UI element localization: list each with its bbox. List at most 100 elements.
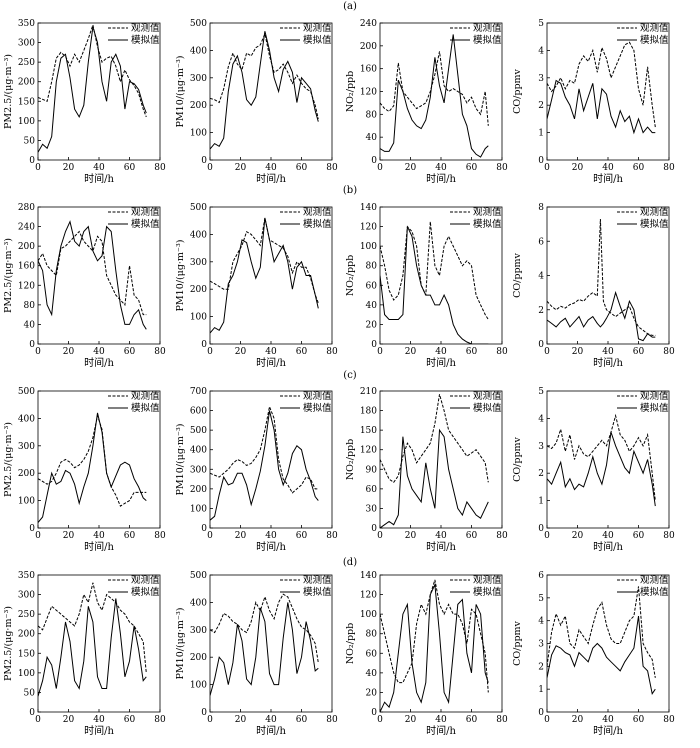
y-axis-label: NO₂/ppb	[345, 439, 356, 480]
x-tick-label: 60	[633, 347, 645, 357]
x-tick-label: 40	[435, 715, 447, 725]
y-axis-label: PM2.5/(μg·m⁻³)	[3, 54, 14, 129]
chart-panel: 0 20 40 60 80 0 100 200 300 400 500 600 700 时间/h PM10/…	[175, 387, 338, 553]
y-tick-label: 0	[371, 708, 377, 718]
series-line-observed	[38, 23, 147, 118]
legend-label-simulated: 模拟值	[640, 402, 669, 414]
y-tick-label: 500	[190, 203, 207, 213]
y-tick-label: 140	[360, 571, 377, 581]
y-tick-label: 80	[366, 110, 378, 120]
y-tick-label: 0	[201, 524, 207, 534]
x-tick-label: 40	[435, 531, 447, 541]
y-tick-label: 200	[18, 469, 35, 479]
y-axis-label: PM10/(μg·m⁻³)	[175, 608, 186, 680]
x-axis-label: 时间/h	[426, 172, 456, 185]
legend-label-simulated: 模拟值	[131, 218, 160, 230]
x-tick-label: 0	[544, 347, 550, 357]
y-tick-label: 300	[190, 465, 207, 475]
y-tick-label: 200	[190, 653, 207, 663]
y-tick-label: 30	[366, 504, 378, 514]
x-tick-label: 20	[235, 715, 247, 725]
y-tick-label: 2	[538, 662, 544, 672]
y-tick-label: 150	[18, 97, 35, 107]
y-tick-label: 400	[190, 446, 207, 456]
x-tick-label: 80	[326, 163, 338, 173]
y-tick-label: 180	[360, 407, 377, 417]
y-tick-label: 6	[538, 237, 544, 247]
series-line-simulated	[547, 431, 656, 507]
x-tick-label: 40	[93, 347, 105, 357]
y-axis-label: PM2.5/(μg·m⁻³)	[3, 238, 14, 313]
x-tick-label: 0	[207, 163, 213, 173]
y-tick-label: 1	[538, 497, 544, 507]
x-tick-label: 60	[466, 715, 478, 725]
y-tick-label: 120	[18, 281, 35, 291]
x-tick-label: 0	[544, 163, 550, 173]
x-tick-label: 60	[633, 163, 645, 173]
y-tick-label: 0	[201, 708, 207, 718]
x-tick-label: 60	[633, 715, 645, 725]
x-tick-label: 40	[435, 347, 447, 357]
x-tick-label: 40	[265, 715, 277, 725]
panel-label: (b)	[343, 185, 357, 196]
y-tick-label: 500	[190, 426, 207, 436]
y-tick-label: 300	[18, 442, 35, 452]
y-tick-label: 500	[190, 571, 207, 581]
y-tick-label: 100	[360, 610, 377, 620]
x-tick-label: 60	[296, 715, 308, 725]
legend-label-simulated: 模拟值	[131, 34, 160, 46]
y-tick-label: 350	[18, 19, 35, 29]
series-line-simulated	[210, 410, 319, 521]
y-tick-label: 0	[29, 156, 35, 166]
y-tick-label: 3	[538, 74, 544, 84]
series-line-observed	[38, 413, 147, 507]
legend-label-simulated: 模拟值	[473, 34, 502, 46]
y-tick-label: 100	[190, 129, 207, 139]
y-tick-label: 90	[366, 465, 378, 475]
y-tick-label: 0	[201, 340, 207, 350]
x-tick-label: 80	[154, 531, 166, 541]
x-tick-label: 20	[405, 715, 417, 725]
x-tick-label: 80	[496, 163, 508, 173]
x-tick-label: 40	[265, 531, 277, 541]
x-tick-label: 60	[124, 531, 136, 541]
x-tick-label: 20	[405, 531, 417, 541]
x-tick-label: 0	[35, 531, 41, 541]
y-axis-label: CO/ppmv	[512, 252, 523, 297]
y-tick-label: 160	[360, 65, 377, 75]
y-tick-label: 60	[366, 649, 378, 659]
y-tick-label: 200	[18, 630, 35, 640]
series-line-simulated	[38, 220, 147, 330]
x-tick-label: 80	[496, 347, 508, 357]
series-line-observed	[547, 218, 656, 336]
x-tick-label: 80	[663, 531, 675, 541]
chart-panel: 0 20 40 60 80 0 20 40 60 80 100 120 140 时间/h NO₂/ppb 观测…	[345, 571, 508, 737]
y-tick-label: 100	[18, 497, 35, 507]
x-tick-label: 0	[207, 347, 213, 357]
y-tick-label: 500	[190, 19, 207, 29]
y-tick-label: 250	[18, 58, 35, 68]
y-tick-label: 700	[190, 387, 207, 397]
y-tick-label: 240	[360, 19, 377, 29]
series-line-observed	[38, 230, 147, 316]
x-axis-label: 时间/h	[84, 356, 114, 369]
y-tick-label: 140	[360, 203, 377, 213]
x-tick-label: 40	[435, 163, 447, 173]
x-axis-label: 时间/h	[256, 724, 286, 737]
panel-label: (a)	[343, 1, 357, 12]
y-tick-label: 300	[18, 591, 35, 601]
x-tick-label: 20	[235, 163, 247, 173]
y-tick-label: 0	[29, 708, 35, 718]
y-tick-label: 0	[371, 156, 377, 166]
x-tick-label: 0	[377, 347, 383, 357]
x-tick-label: 60	[466, 531, 478, 541]
legend-label-simulated: 模拟值	[640, 218, 669, 230]
x-tick-label: 20	[405, 347, 417, 357]
